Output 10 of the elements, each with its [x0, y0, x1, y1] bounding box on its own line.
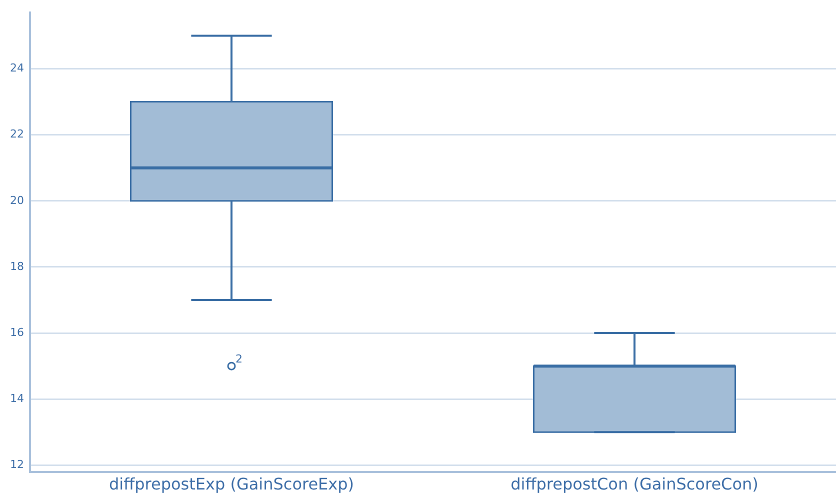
- y-tick-label: 22: [10, 128, 24, 141]
- x-tick-label: diffprepostCon (GainScoreCon): [510, 474, 758, 494]
- x-tick-label: diffprepostExp (GainScoreExp): [108, 474, 354, 494]
- y-tick-label: 20: [10, 194, 24, 207]
- y-tick-label: 12: [10, 458, 24, 472]
- y-tick-label: 18: [10, 260, 24, 273]
- annotation: 2: [236, 352, 242, 366]
- y-tick-label: 14: [10, 392, 24, 405]
- y-tick-label: 24: [10, 62, 24, 75]
- y-tick-label: 16: [10, 326, 24, 339]
